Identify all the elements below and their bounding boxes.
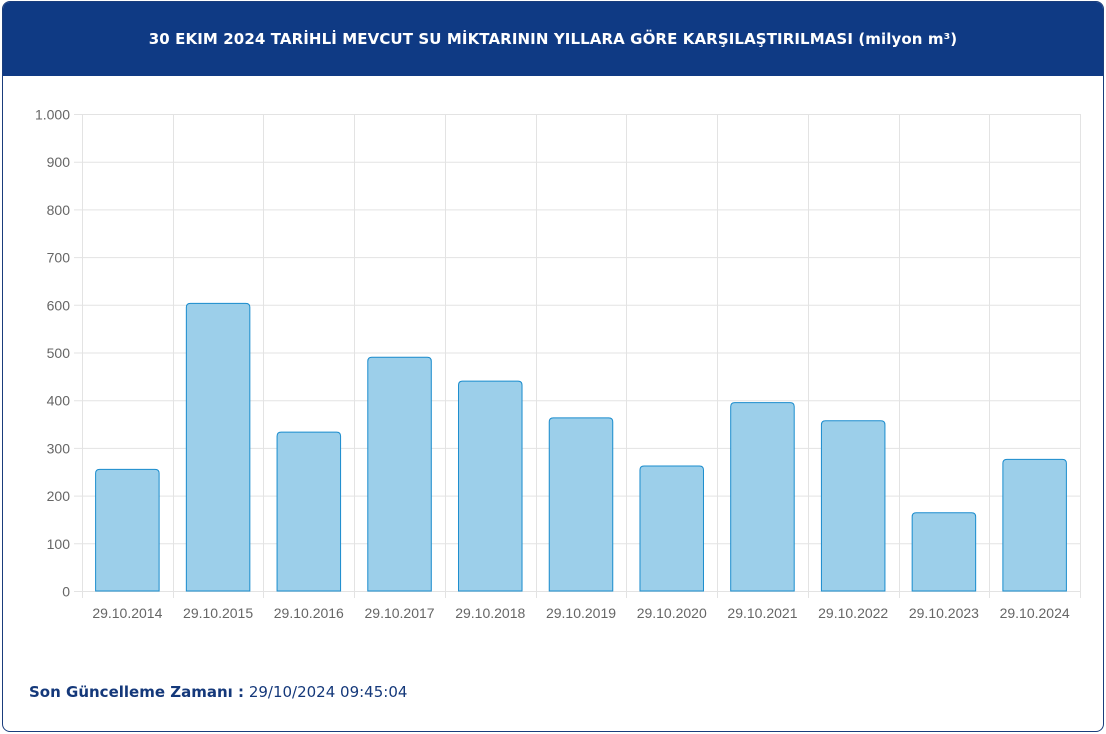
bar[interactable] xyxy=(639,465,704,592)
y-tick-label: 300 xyxy=(47,440,71,456)
y-tick-label: 700 xyxy=(47,250,71,266)
x-tick-label: 29.10.2022 xyxy=(818,605,888,621)
x-tick-label: 29.10.2018 xyxy=(455,605,525,621)
x-tick-label: 29.10.2015 xyxy=(183,605,253,621)
y-tick-label: 400 xyxy=(47,393,71,409)
y-tick-label: 1.000 xyxy=(35,107,70,123)
y-tick-label: 800 xyxy=(47,202,71,218)
bar[interactable] xyxy=(1002,458,1067,592)
chart-header: 30 EKIM 2024 TARİHLİ MEVCUT SU MİKTARINI… xyxy=(3,2,1103,76)
y-axis-ticks: 0 100 200 300 400 500 600 700 800 900 1.000 xyxy=(35,107,70,600)
bar[interactable] xyxy=(458,380,523,592)
y-tick-label: 0 xyxy=(62,584,70,600)
x-axis-ticks: 29.10.2014 29.10.2015 29.10.2016 29.10.2017… xyxy=(92,605,1070,621)
bar[interactable] xyxy=(367,356,432,592)
chart-title: 30 EKIM 2024 TARİHLİ MEVCUT SU MİKTARINI… xyxy=(148,30,958,48)
bar[interactable] xyxy=(276,431,342,592)
last-update-value: 29/10/2024 09:45:04 xyxy=(248,683,408,701)
bar-chart: 0 100 200 300 400 500 600 700 800 900 1.000 29.10.… xyxy=(35,107,1081,621)
y-tick-label: 900 xyxy=(47,154,71,170)
x-tick-label: 29.10.2016 xyxy=(274,605,344,621)
bar[interactable] xyxy=(185,302,251,592)
last-update-label: Son Güncelleme Zamanı : xyxy=(29,683,245,701)
y-tick-label: 100 xyxy=(47,536,71,552)
bar[interactable] xyxy=(730,402,795,592)
last-update: Son Güncelleme Zamanı : 29/10/2024 09:45… xyxy=(29,683,407,701)
bar[interactable] xyxy=(911,512,977,592)
x-tick-label: 29.10.2020 xyxy=(637,605,707,621)
bar[interactable] xyxy=(95,468,160,592)
y-tick-label: 200 xyxy=(47,488,71,504)
bars xyxy=(95,302,1067,592)
x-tick-label: 29.10.2014 xyxy=(92,605,162,621)
bar[interactable] xyxy=(820,420,886,592)
x-tick-label: 29.10.2021 xyxy=(727,605,797,621)
x-tick-label: 29.10.2019 xyxy=(546,605,616,621)
x-tick-label: 29.10.2023 xyxy=(909,605,979,621)
y-tick-label: 600 xyxy=(47,297,71,313)
bar[interactable] xyxy=(548,417,614,592)
x-tick-label: 29.10.2017 xyxy=(365,605,435,621)
y-tick-label: 500 xyxy=(47,345,71,361)
x-tick-label: 29.10.2024 xyxy=(1000,605,1070,621)
